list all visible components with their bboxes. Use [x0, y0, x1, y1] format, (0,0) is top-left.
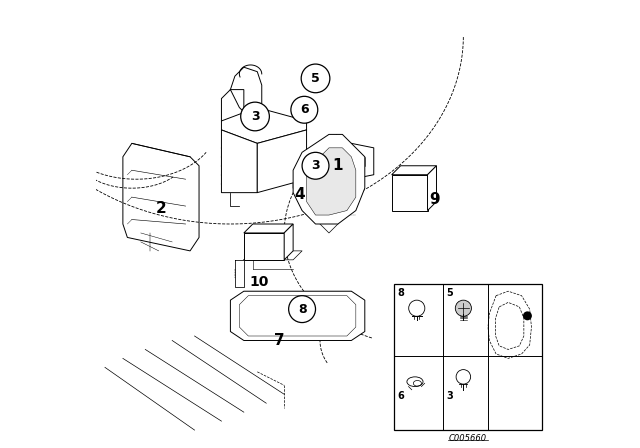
Circle shape	[291, 96, 318, 123]
Text: 4: 4	[294, 187, 305, 202]
Circle shape	[409, 300, 425, 316]
Polygon shape	[307, 148, 356, 215]
Polygon shape	[244, 233, 284, 260]
Polygon shape	[221, 130, 257, 193]
Text: C005660: C005660	[449, 434, 487, 443]
Text: 10: 10	[250, 275, 269, 289]
Bar	[394, 284, 541, 430]
Polygon shape	[221, 108, 307, 143]
Text: 5: 5	[311, 72, 320, 85]
Circle shape	[301, 64, 330, 93]
Polygon shape	[230, 291, 365, 340]
Polygon shape	[284, 224, 293, 260]
Text: 3: 3	[446, 392, 453, 401]
Polygon shape	[428, 166, 436, 211]
Polygon shape	[392, 175, 428, 211]
Text: 3: 3	[311, 159, 320, 172]
Text: 8: 8	[298, 302, 307, 316]
Circle shape	[302, 152, 329, 179]
Text: 9: 9	[429, 192, 440, 207]
Text: 2: 2	[156, 201, 166, 216]
Polygon shape	[257, 130, 307, 193]
Polygon shape	[392, 166, 436, 175]
Text: 6: 6	[397, 392, 404, 401]
Circle shape	[241, 102, 269, 131]
Polygon shape	[244, 224, 293, 233]
Text: 3: 3	[251, 110, 259, 123]
Circle shape	[455, 300, 472, 316]
Circle shape	[456, 370, 470, 384]
Text: 1: 1	[333, 158, 343, 173]
Polygon shape	[293, 134, 365, 224]
Text: 8: 8	[397, 289, 404, 298]
Circle shape	[523, 311, 532, 320]
Text: 7: 7	[275, 333, 285, 348]
Circle shape	[289, 296, 316, 323]
Text: 5: 5	[446, 289, 453, 298]
Text: 6: 6	[300, 103, 308, 116]
